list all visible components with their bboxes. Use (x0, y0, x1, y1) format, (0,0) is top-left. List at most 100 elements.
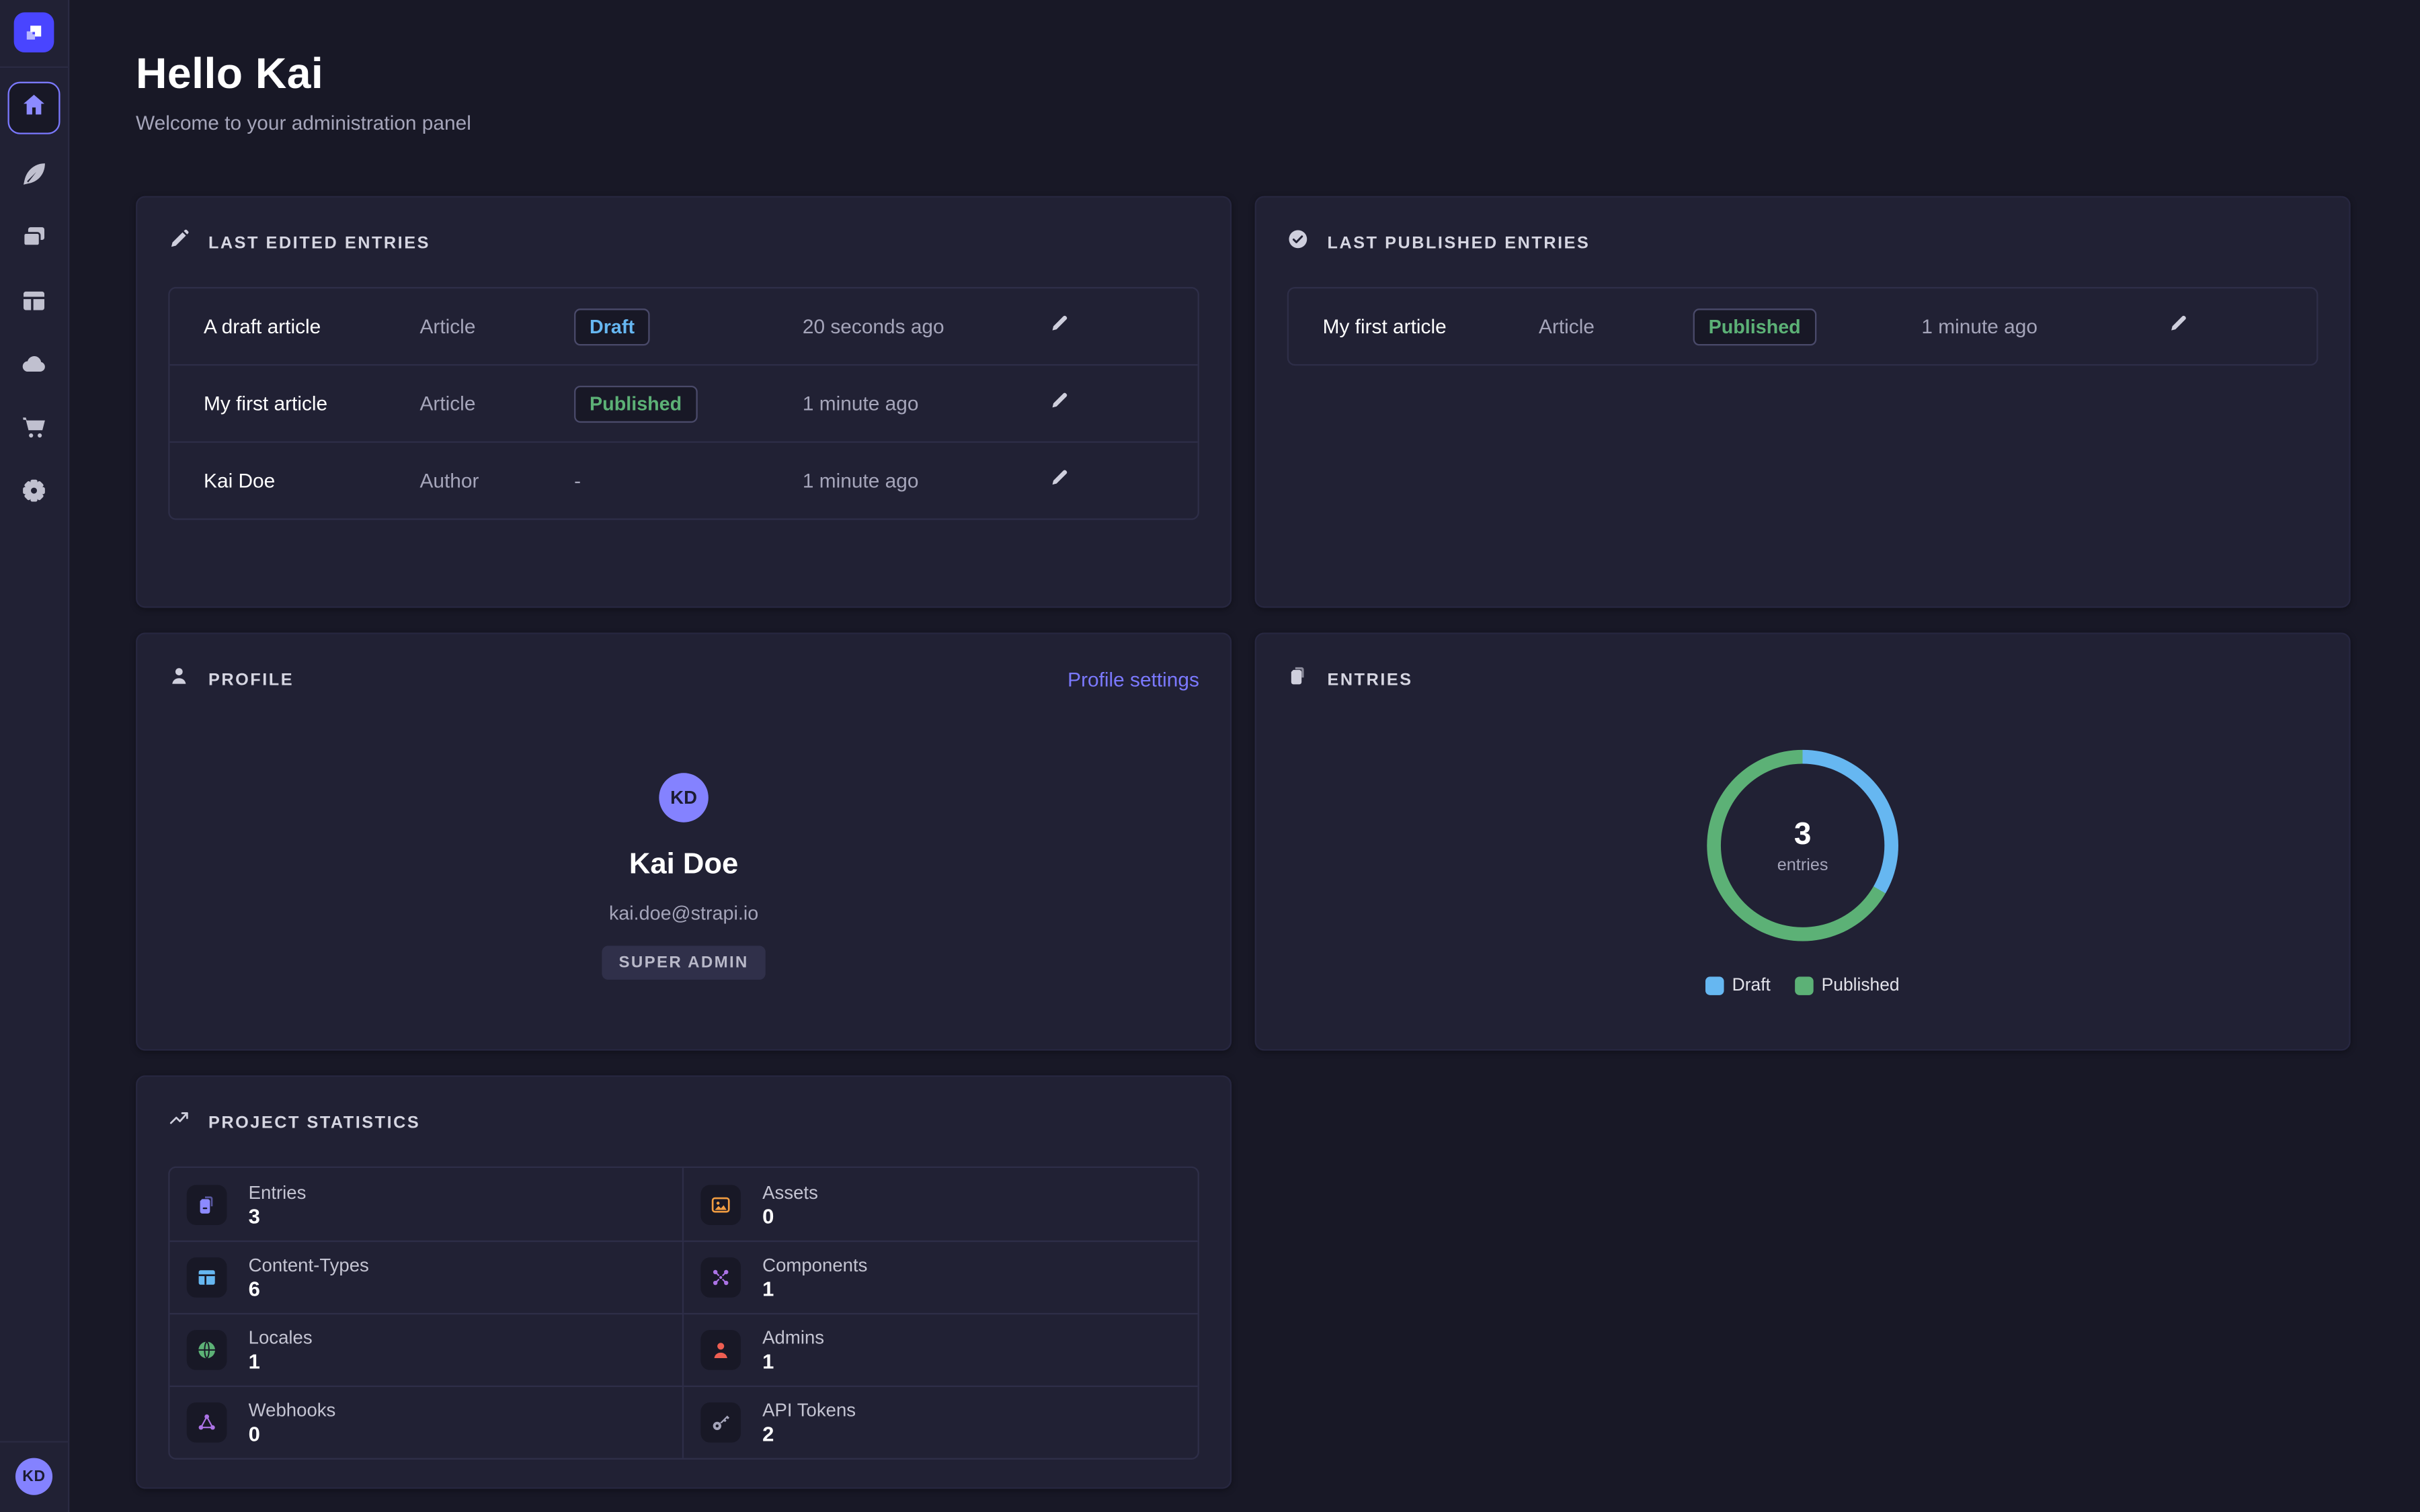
molecule-icon (700, 1257, 741, 1298)
stat-value: 1 (762, 1277, 774, 1301)
last-published-entries-card: LAST PUBLISHED ENTRIES My first article … (1254, 196, 2351, 608)
stat-label: Content-Types (248, 1254, 369, 1276)
stat-label: Entries (248, 1181, 307, 1203)
layout-icon (186, 1257, 227, 1298)
card-title: LAST PUBLISHED ENTRIES (1327, 233, 1590, 253)
strapi-logo[interactable] (13, 12, 54, 53)
person-icon (700, 1330, 741, 1370)
entry-kind: Author (419, 468, 479, 493)
sidebar-item-cloud[interactable] (9, 343, 58, 392)
entry-time: 20 seconds ago (802, 314, 944, 338)
person-icon (168, 665, 190, 695)
file-icon (186, 1184, 227, 1224)
last-edited-entries-card: LAST EDITED ENTRIES A draft article Arti… (136, 196, 1232, 608)
stat-api-tokens: API Tokens 2 (684, 1385, 1198, 1458)
stat-label: Locales (248, 1327, 313, 1349)
legend-item-published: Published (1795, 976, 1900, 995)
profile-avatar: KD (659, 773, 709, 823)
profile-card: PROFILE Profile settings KD Kai Doe kai.… (136, 632, 1232, 1051)
profile-settings-link[interactable]: Profile settings (1067, 668, 1199, 691)
page-subtitle: Welcome to your administration panel (136, 111, 471, 134)
key-icon (700, 1402, 741, 1443)
stat-admins: Admins 1 (684, 1312, 1198, 1386)
profile-email: kai.doe@strapi.io (608, 902, 759, 925)
strapi-logo-icon (26, 26, 42, 40)
dashboard-grid: LAST EDITED ENTRIES A draft article Arti… (136, 196, 2351, 1489)
edit-icon[interactable] (1049, 467, 1069, 495)
stat-value: 1 (248, 1349, 260, 1374)
stats-grid: Entries 3 Assets 0 Content-Types 6 Componen… (168, 1166, 1199, 1460)
profile-role-badge: SUPER ADMIN (602, 946, 766, 980)
stat-value: 1 (762, 1349, 774, 1374)
sidebar-item-content-type-builder[interactable] (9, 280, 58, 329)
gear-icon (20, 476, 48, 511)
entries-donut-chart: 3 entries (1707, 749, 1898, 941)
edit-icon[interactable] (1049, 312, 1069, 340)
entry-name: A draft article (204, 314, 321, 338)
entry-time: 1 minute ago (802, 392, 919, 415)
entry-kind: Article (1539, 314, 1595, 338)
status-badge: Published (574, 384, 698, 422)
entry-name: My first article (204, 392, 328, 415)
feather-icon (20, 160, 48, 196)
sidebar-item-settings[interactable] (9, 469, 58, 518)
stat-value: 0 (762, 1204, 774, 1228)
card-title: PROFILE (208, 670, 294, 689)
status-badge: Published (1693, 308, 1816, 345)
sidebar: KD (0, 0, 70, 1512)
edit-icon[interactable] (2168, 312, 2188, 340)
stat-entries: Entries 3 (170, 1168, 684, 1241)
stat-assets: Assets 0 (684, 1168, 1198, 1241)
cart-icon (20, 413, 48, 448)
stat-value: 6 (248, 1277, 260, 1301)
sidebar-item-media-library[interactable] (9, 216, 58, 265)
sidebar-item-home[interactable] (7, 81, 61, 134)
table-row: A draft article Article Draft 20 seconds… (170, 288, 1198, 364)
home-icon (20, 90, 48, 126)
legend-chip-draft (1705, 976, 1725, 995)
stat-label: Admins (762, 1327, 825, 1349)
stat-label: Components (762, 1254, 868, 1276)
sidebar-divider (0, 66, 69, 69)
legend-label: Draft (1732, 976, 1771, 995)
pencil-icon (168, 228, 190, 258)
images-icon (20, 223, 48, 259)
table-row: My first article Article Published 1 min… (1289, 288, 2316, 364)
webhook-icon (186, 1402, 227, 1443)
sidebar-item-content-manager[interactable] (9, 153, 58, 202)
project-statistics-card: PROJECT STATISTICS Entries 3 Assets 0 Cont… (136, 1075, 1232, 1489)
entries-icon (1287, 665, 1309, 695)
stat-locales: Locales 1 (169, 1312, 684, 1386)
check-circle-icon (1287, 228, 1309, 258)
entry-time: 1 minute ago (802, 468, 919, 493)
last-edited-table: A draft article Article Draft 20 seconds… (168, 287, 1199, 520)
donut-center-value: 3 (1793, 816, 1812, 851)
cloud-icon (20, 349, 48, 385)
stat-label: Assets (762, 1181, 818, 1203)
sidebar-item-marketplace[interactable] (9, 406, 58, 455)
entry-time: 1 minute ago (1921, 314, 2038, 338)
profile-name: Kai Doe (629, 848, 739, 881)
table-row: My first article Article Published 1 min… (169, 364, 1198, 442)
entries-card: ENTRIES 3 entries Draft (1254, 632, 2351, 1051)
page-title: Hello Kai (136, 49, 324, 97)
stat-label: API Tokens (762, 1399, 856, 1421)
entry-kind: Article (419, 392, 476, 415)
user-avatar[interactable]: KD (15, 1458, 53, 1495)
entry-status-empty: - (574, 468, 581, 493)
stat-label: Webhooks (248, 1399, 336, 1421)
stat-value: 0 (248, 1422, 260, 1446)
chart-legend: Draft Published (1705, 976, 1900, 995)
globe-icon (186, 1330, 227, 1370)
card-title: LAST EDITED ENTRIES (208, 233, 430, 253)
stat-webhooks: Webhooks 0 (169, 1385, 684, 1458)
stat-components: Components 1 (684, 1240, 1198, 1313)
sidebar-nav (7, 81, 61, 532)
legend-label: Published (1821, 976, 1900, 995)
table-row: Kai Doe Author - 1 minute ago (169, 441, 1198, 519)
edit-icon[interactable] (1049, 390, 1069, 417)
legend-chip-published (1795, 976, 1814, 995)
status-badge: Draft (574, 308, 650, 345)
sidebar-footer: KD (0, 1441, 69, 1512)
image-icon (700, 1184, 741, 1224)
